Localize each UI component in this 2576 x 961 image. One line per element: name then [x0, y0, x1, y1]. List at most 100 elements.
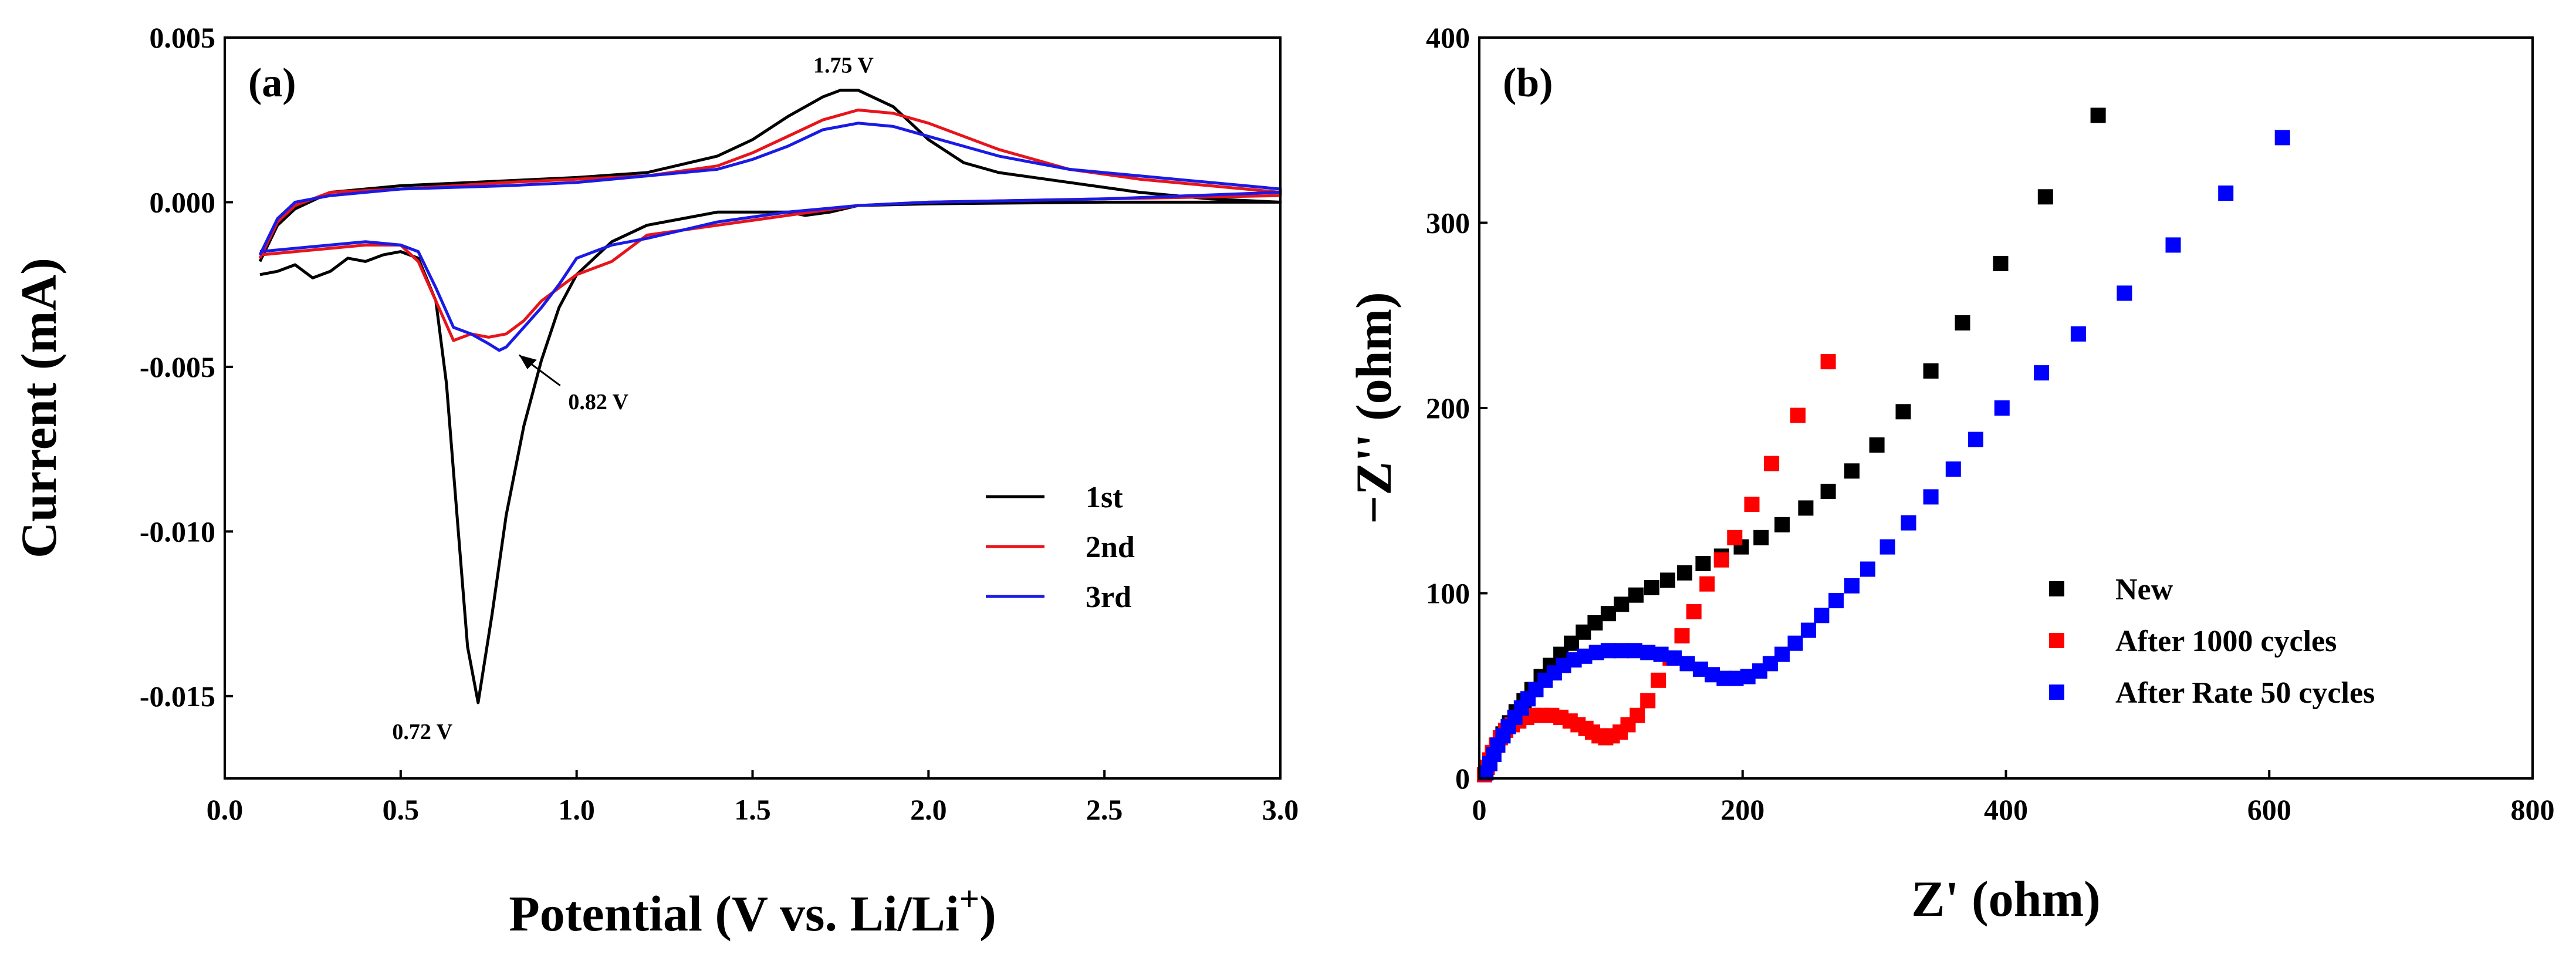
data-point: [1713, 552, 1729, 568]
x-tick-label: 0.5: [383, 793, 420, 826]
legend-swatch: [2049, 633, 2064, 648]
data-point: [1879, 539, 1895, 555]
data-point: [1640, 693, 1656, 709]
y-tick-label: -0.010: [140, 515, 215, 548]
y-tick-label: 200: [1426, 392, 1470, 424]
data-point: [1798, 500, 1814, 516]
data-point: [1994, 400, 2010, 416]
data-point: [1727, 530, 1743, 545]
panel-label: (a): [248, 60, 296, 106]
data-point: [1587, 615, 1603, 630]
y-tick-label: -0.005: [140, 350, 215, 383]
data-point: [1653, 646, 1669, 662]
legend-swatch: [2049, 581, 2064, 596]
x-tick-label: 800: [2511, 793, 2555, 826]
data-point: [1820, 354, 1836, 370]
data-point: [1695, 556, 1711, 571]
x-axis-title: Z' (ohm): [1911, 871, 2101, 927]
x-tick-label: 1.0: [558, 793, 595, 826]
data-point: [1828, 593, 1844, 609]
data-point: [1790, 407, 1806, 423]
y-tick-label: 300: [1426, 207, 1470, 240]
plot-frame: [224, 36, 1282, 780]
data-point: [1800, 622, 1816, 638]
x-axis-title-superscript: +: [959, 879, 979, 918]
y-tick-label: -0.015: [140, 680, 215, 713]
legend-swatch: [2049, 684, 2064, 700]
legend-label: After 1000 cycles: [2115, 625, 2337, 658]
data-point: [1614, 643, 1630, 659]
data-point: [1628, 587, 1644, 603]
x-tick-label: 2.0: [910, 793, 947, 826]
chart-panel-a: 0.0 0.5 1.0 1.5 2.0 2.5 3.0 0.005 0.000 -0.005 -0.…: [11, 21, 1299, 942]
x-tick-label: 3.0: [1262, 793, 1299, 826]
annotation-label: 1.75 V: [813, 53, 874, 78]
x-tick-label: 0: [1472, 793, 1487, 826]
chart-panel-b: 0 200 400 600 800 0 100 200 300 400 (b) Z' (ohm) −Z'…: [1346, 21, 2555, 927]
legend-label: After Rate 50 cycles: [2115, 676, 2375, 710]
x-tick-label: 1.5: [734, 793, 771, 826]
data-point: [1630, 707, 1645, 723]
data-point: [1895, 404, 1911, 420]
y-tick-label: 0: [1455, 762, 1470, 795]
data-point: [1677, 565, 1692, 581]
data-point: [1744, 497, 1760, 512]
x-tick-label: 600: [2247, 793, 2291, 826]
data-point: [1923, 363, 1939, 379]
data-point: [1901, 515, 1916, 531]
data-point: [1699, 576, 1715, 592]
data-point: [1679, 656, 1695, 672]
data-point: [2034, 365, 2050, 381]
data-point: [2274, 130, 2290, 146]
data-point: [1600, 643, 1616, 659]
x-tick-label: 400: [1984, 793, 2028, 826]
y-tick-label: 400: [1426, 21, 1470, 54]
data-point: [1869, 437, 1885, 453]
legend-label: New: [2115, 573, 2173, 606]
x-axis-title-main: Potential (V vs. Li/Li: [509, 885, 959, 942]
y-axis-title: Current (mA): [11, 258, 67, 558]
data-point: [1686, 604, 1702, 619]
y-tick-label: 0.005: [150, 21, 216, 54]
data-point: [1860, 561, 1875, 577]
data-point: [1651, 672, 1666, 688]
y-tick-label: 100: [1426, 577, 1470, 610]
data-point: [1820, 484, 1836, 499]
data-point: [1753, 530, 1769, 545]
cv-curve-3rd: [258, 122, 1282, 352]
data-point: [1600, 606, 1616, 622]
data-point: [1640, 645, 1656, 660]
data-point: [1614, 596, 1630, 612]
data-point: [2070, 326, 2086, 342]
x-tick-label: 2.5: [1086, 793, 1123, 826]
data-point: [2218, 186, 2234, 201]
annotation-arrowhead: [519, 355, 537, 369]
annotation-label: 0.72 V: [392, 720, 452, 744]
data-point: [1644, 580, 1659, 595]
y-tick-label: 0.000: [150, 186, 216, 218]
data-point: [2090, 107, 2106, 123]
data-point: [2037, 189, 2053, 205]
x-tick-label: 0.0: [207, 793, 244, 826]
panel-label: (b): [1503, 60, 1553, 106]
data-point: [2165, 237, 2181, 253]
data-point: [1674, 628, 1690, 644]
data-point: [2117, 285, 2132, 301]
data-point: [1945, 461, 1961, 477]
data-point: [1787, 635, 1803, 651]
data-point: [1764, 456, 1780, 471]
legend-label: 1st: [1086, 481, 1123, 514]
y-axis-title: −Z'' (ohm): [1346, 292, 1402, 524]
data-point: [1774, 517, 1790, 532]
data-point: [1774, 646, 1790, 662]
data-point: [1993, 255, 2009, 271]
cv-curve-2nd: [258, 108, 1282, 342]
x-axis-title-end: ): [979, 885, 996, 942]
legend-label: 3rd: [1086, 581, 1131, 614]
data-point: [1666, 650, 1682, 666]
data-point: [1659, 572, 1675, 588]
data-point: [1923, 489, 1939, 505]
data-point: [1968, 431, 1983, 447]
data-point: [1627, 643, 1642, 659]
